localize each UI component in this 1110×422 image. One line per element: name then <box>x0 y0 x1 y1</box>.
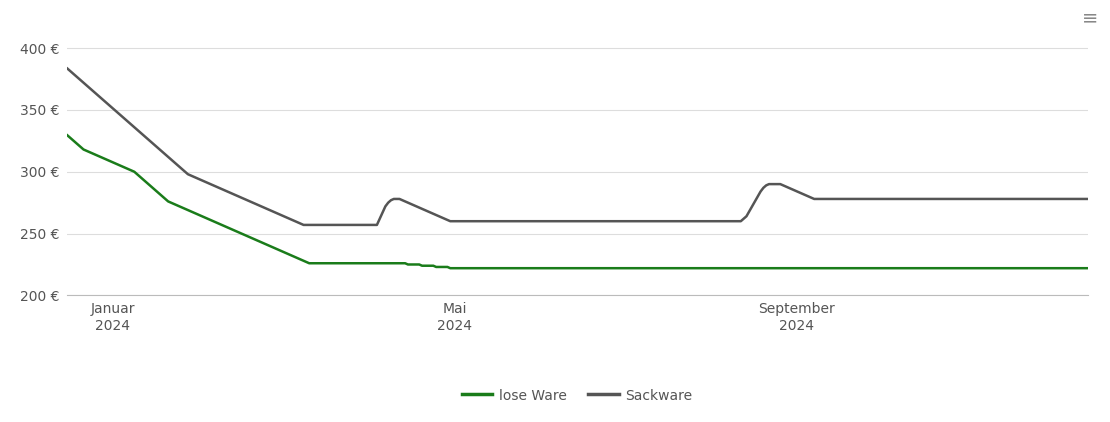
Legend: lose Ware, Sackware: lose Ware, Sackware <box>456 383 698 408</box>
Text: ≡: ≡ <box>1081 8 1098 27</box>
